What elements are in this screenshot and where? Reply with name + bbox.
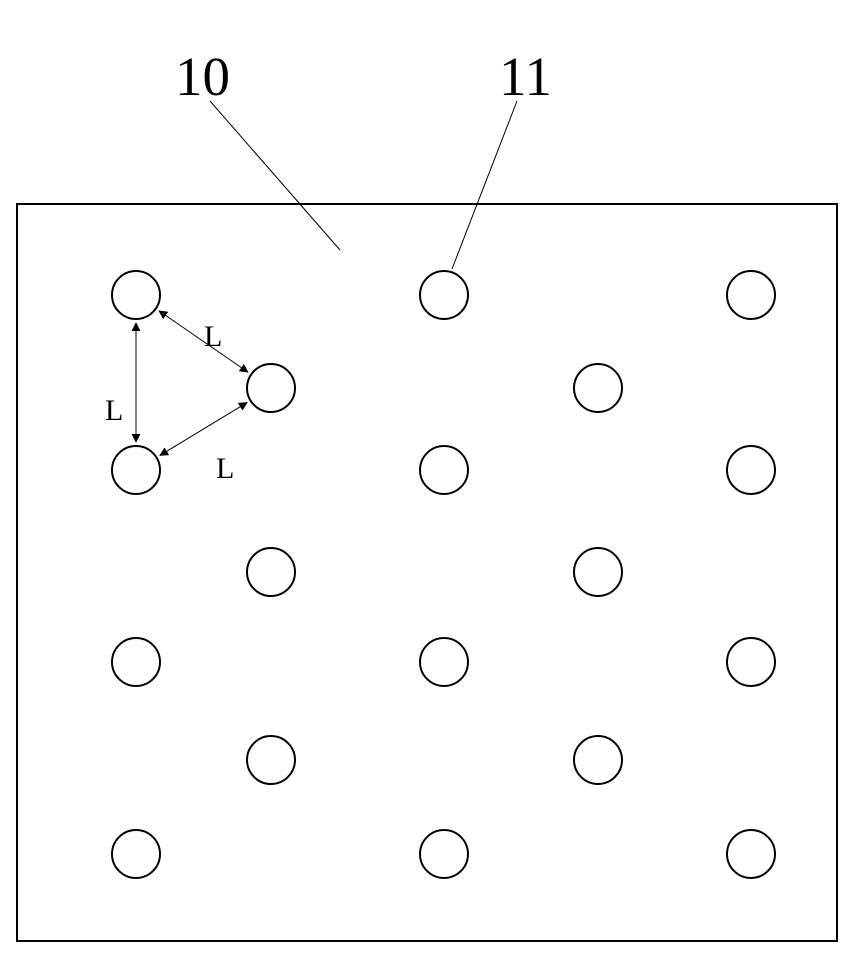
hole-circle xyxy=(112,446,160,494)
hole-circle xyxy=(727,446,775,494)
hole-circle xyxy=(574,736,622,784)
hole-circle xyxy=(247,736,295,784)
hole-circle xyxy=(420,830,468,878)
callout-line-10 xyxy=(210,101,340,250)
hole-circle xyxy=(112,830,160,878)
hole-circle xyxy=(574,548,622,596)
callout-label-10: 10 xyxy=(175,45,230,108)
diagram-svg xyxy=(0,0,854,958)
triangle-edge xyxy=(160,403,247,456)
hole-circle xyxy=(420,638,468,686)
hole-circle xyxy=(420,271,468,319)
callout-line-11 xyxy=(452,101,517,269)
triangle-edge-label-2: L xyxy=(105,394,123,428)
hole-circle xyxy=(574,364,622,412)
hole-circle xyxy=(727,638,775,686)
hole-circle xyxy=(420,446,468,494)
hole-circle xyxy=(727,271,775,319)
hole-circle xyxy=(112,638,160,686)
hole-circle xyxy=(247,548,295,596)
hole-circle xyxy=(247,364,295,412)
hole-circle xyxy=(112,271,160,319)
callout-label-11: 11 xyxy=(499,45,552,108)
hole-circle xyxy=(727,830,775,878)
triangle-edge-label-1: L xyxy=(216,452,234,486)
triangle-edge-label-0: L xyxy=(204,320,222,354)
